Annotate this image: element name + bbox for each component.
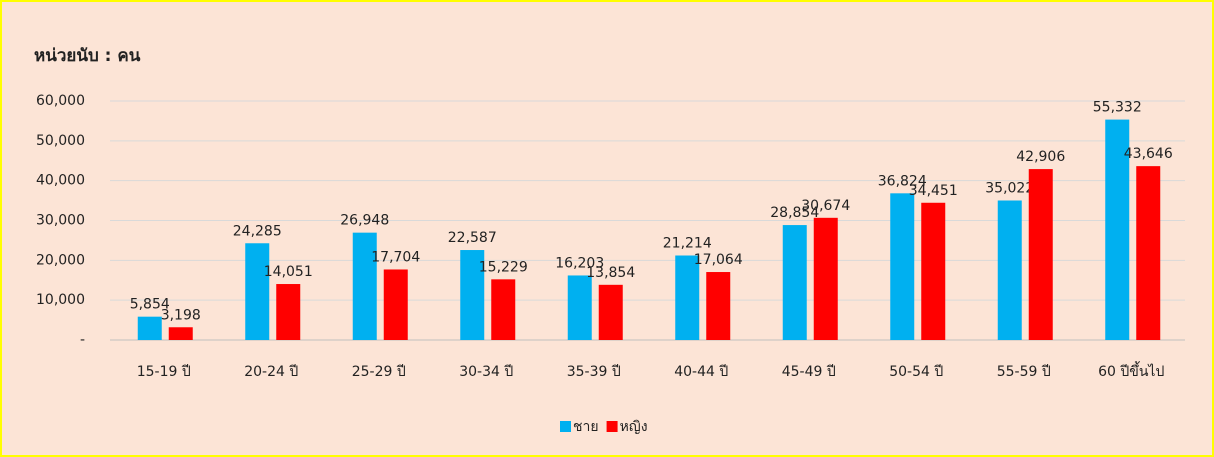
x-tick-label: 35-39 ปี xyxy=(567,364,621,380)
bar xyxy=(921,202,946,340)
data-label: 24,285 xyxy=(233,223,282,239)
bar xyxy=(813,217,838,340)
data-label: 43,646 xyxy=(1124,146,1173,162)
data-label: 35,022 xyxy=(985,180,1034,196)
data-label: 22,587 xyxy=(448,230,497,246)
data-label: 28,854 xyxy=(770,205,819,221)
legend-swatch xyxy=(606,421,618,432)
bar xyxy=(383,269,408,340)
data-label: 26,948 xyxy=(340,213,389,229)
x-tick-label: 55-59 ปี xyxy=(997,364,1051,380)
data-label: 42,906 xyxy=(1016,149,1065,165)
data-label: 5,854 xyxy=(130,297,170,313)
bar xyxy=(706,272,731,340)
data-label: 34,451 xyxy=(909,183,958,199)
bar xyxy=(675,255,700,340)
y-tick-label: 60,000 xyxy=(36,93,85,109)
y-tick-label: 10,000 xyxy=(36,292,85,308)
data-label: 17,704 xyxy=(371,249,420,265)
bar xyxy=(352,232,377,340)
data-label: 14,051 xyxy=(264,264,313,280)
data-label: 16,203 xyxy=(555,255,604,271)
data-label: 13,854 xyxy=(586,265,635,281)
y-tick-label: - xyxy=(80,332,85,348)
data-label: 55,332 xyxy=(1093,100,1142,116)
x-tick-label: 50-54 ปี xyxy=(889,364,943,380)
y-tick-label: 40,000 xyxy=(36,173,85,189)
x-tick-label: 20-24 ปี xyxy=(244,364,298,380)
bar xyxy=(460,250,485,340)
data-label: 21,214 xyxy=(663,235,712,251)
data-label: 15,229 xyxy=(479,259,528,275)
legend-swatch xyxy=(560,421,571,432)
bar xyxy=(997,200,1022,340)
bar xyxy=(491,279,516,340)
bar xyxy=(1105,119,1130,340)
x-tick-label: 45-49 ปี xyxy=(782,364,836,380)
bar xyxy=(598,284,623,340)
x-tick-label: 30-34 ปี xyxy=(459,364,513,380)
legend-label: หญิง xyxy=(620,419,648,435)
bar xyxy=(137,316,162,340)
bar xyxy=(245,243,270,340)
x-tick-label: 60 ปีขึ้นไป xyxy=(1098,361,1164,380)
x-tick-label: 25-29 ปี xyxy=(352,364,406,380)
bar xyxy=(567,275,592,340)
y-tick-label: 30,000 xyxy=(36,213,85,229)
bar xyxy=(276,284,301,340)
data-label: 3,198 xyxy=(161,307,201,323)
legend-label: ชาย xyxy=(573,419,599,435)
bar xyxy=(1136,166,1161,340)
data-label: 17,064 xyxy=(694,252,743,268)
bar xyxy=(890,193,915,340)
y-tick-label: 20,000 xyxy=(36,252,85,268)
y-tick-label: 50,000 xyxy=(36,133,85,149)
x-tick-label: 40-44 ปี xyxy=(674,364,728,380)
bar xyxy=(168,327,193,340)
x-tick-label: 15-19 ปี xyxy=(137,364,191,380)
bar xyxy=(782,225,807,340)
data-label: 36,824 xyxy=(878,173,927,189)
data-label: 30,674 xyxy=(801,198,850,214)
chart-title: หน่วยนับ : คน xyxy=(34,46,141,66)
bar xyxy=(1028,169,1053,340)
